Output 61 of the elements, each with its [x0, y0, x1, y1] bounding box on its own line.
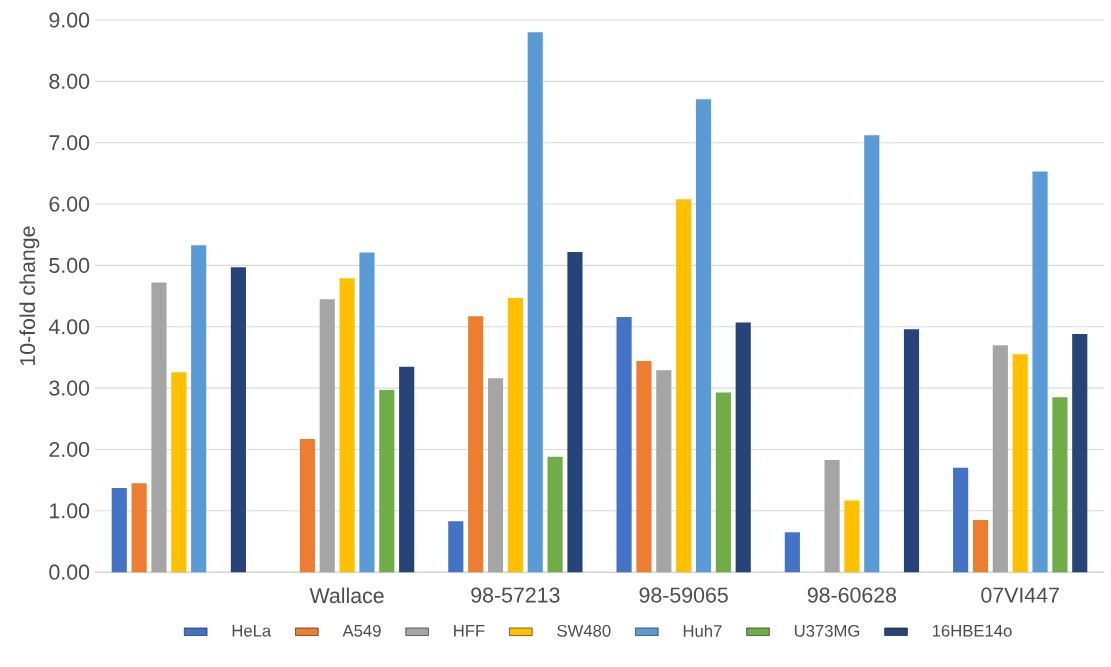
y-tick-label: 8.00: [49, 73, 90, 89]
x-tick-label: 98-59065: [639, 587, 728, 603]
bar: [191, 245, 207, 573]
legend-label: U373MG: [794, 625, 860, 637]
y-tick-label: 3.00: [49, 380, 90, 396]
legend-label: Huh7: [683, 624, 722, 638]
bar: [131, 483, 147, 573]
y-tick-label: 7.00: [49, 135, 90, 151]
legend-label: HeLa: [232, 625, 272, 637]
y-tick-label: 0.00: [49, 564, 90, 580]
bar: [399, 366, 415, 573]
bar: [1012, 354, 1028, 573]
bar: [715, 392, 731, 573]
bar: [359, 252, 375, 573]
bar: [735, 322, 751, 573]
bar: [487, 378, 504, 573]
y-tick-label: 4.00: [48, 319, 90, 335]
bar: [972, 520, 989, 573]
x-tick-label: 98-57213: [471, 587, 560, 603]
bar: [319, 299, 335, 573]
y-tick-label: 1.00: [50, 503, 90, 519]
bar: [468, 316, 484, 573]
legend-label: HFF: [454, 625, 485, 637]
y-tick-label: 5.00: [49, 257, 90, 274]
bar: [616, 317, 632, 573]
bar: [1052, 397, 1068, 573]
bar: [656, 370, 672, 573]
bar: [567, 251, 583, 573]
y-tick-label: 2.00: [49, 441, 90, 458]
bar: [379, 390, 395, 573]
bar: [448, 521, 464, 573]
bar: [636, 361, 652, 573]
bar: [992, 345, 1008, 573]
bar: [903, 329, 920, 573]
bar: [151, 282, 167, 573]
legend-label: 16HBE14o: [932, 625, 1012, 637]
bar: [695, 99, 712, 573]
bar: [230, 267, 246, 573]
bar: [171, 372, 187, 573]
bar: [1072, 334, 1088, 573]
y-tick-label: 9.00: [49, 12, 90, 28]
bar: [507, 297, 523, 573]
x-tick-label: Wallace: [309, 587, 384, 604]
bar: [676, 199, 692, 573]
bar: [547, 456, 563, 573]
bar: [527, 32, 543, 573]
bar: [824, 459, 840, 573]
bar: [784, 532, 800, 573]
y-tick-label: 6.00: [49, 196, 90, 212]
bar: [299, 439, 315, 573]
y-axis-title: 10-fold change: [19, 226, 40, 366]
x-tick-label: 98-60628: [807, 587, 897, 603]
bar: [339, 278, 355, 573]
bar: [844, 500, 860, 573]
bar: [111, 488, 127, 573]
x-tick-label: 07VI447: [981, 587, 1059, 603]
legend-label: A549: [342, 625, 381, 637]
bar: [1032, 171, 1048, 573]
bar: [953, 467, 969, 573]
bar: [864, 135, 880, 573]
legend-label: SW480: [557, 625, 611, 637]
